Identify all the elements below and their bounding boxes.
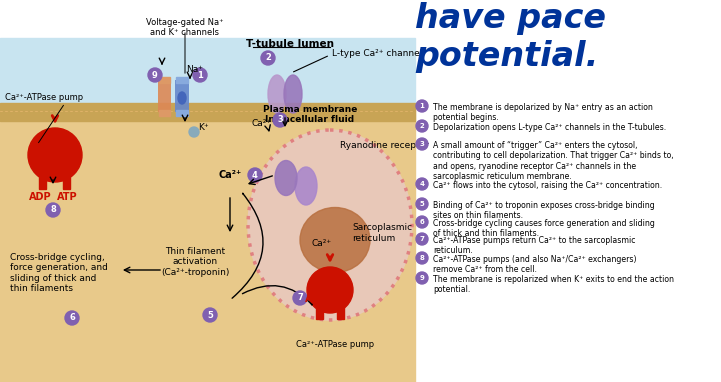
Circle shape [261, 51, 275, 65]
Bar [39, 175, 46, 189]
Circle shape [416, 178, 428, 190]
Text: T-tubule lumen: T-tubule lumen [246, 39, 334, 49]
Circle shape [293, 291, 307, 305]
Bar [159, 77, 170, 83]
Circle shape [46, 203, 60, 217]
Text: have pace
potential.: have pace potential. [415, 2, 606, 73]
Bar [0, 38, 415, 105]
Text: A small amount of “trigger” Ca²⁺ enters the cytosol,
contributing to cell depola: A small amount of “trigger” Ca²⁺ enters … [433, 141, 673, 181]
Text: 9: 9 [420, 275, 425, 281]
Bar [176, 77, 188, 83]
Bar [316, 307, 323, 319]
Text: Cross-bridge cycling causes force generation and sliding
of thick and thin filam: Cross-bridge cycling causes force genera… [433, 219, 655, 238]
Text: Binding of Ca²⁺ to troponin exposes cross-bridge binding
sites on thin filaments: Binding of Ca²⁺ to troponin exposes cros… [433, 201, 655, 220]
Text: K⁺: K⁺ [198, 123, 208, 133]
Text: The membrane is repolarized when K⁺ exits to end the action
potential.: The membrane is repolarized when K⁺ exit… [433, 275, 674, 295]
Text: 5: 5 [207, 311, 213, 319]
Text: 7: 7 [420, 236, 425, 242]
Ellipse shape [284, 75, 302, 113]
Text: Ca²⁺-ATPase pump: Ca²⁺-ATPase pump [296, 340, 374, 349]
Circle shape [416, 198, 428, 210]
Text: 4: 4 [420, 181, 425, 187]
Text: 4: 4 [252, 170, 258, 180]
Text: Ca²⁺ flows into the cytosol, raising the Ca²⁺ concentration.: Ca²⁺ flows into the cytosol, raising the… [433, 181, 663, 190]
Bar [176, 110, 188, 116]
Ellipse shape [275, 160, 297, 196]
Bar [159, 110, 170, 116]
Text: Ca²⁺: Ca²⁺ [252, 118, 272, 128]
Text: Intracellular fluid: Intracellular fluid [265, 115, 355, 123]
Text: L-type Ca²⁺ channel: L-type Ca²⁺ channel [332, 50, 423, 58]
Circle shape [416, 272, 428, 284]
Text: Plasma membrane: Plasma membrane [263, 105, 357, 113]
Circle shape [416, 252, 428, 264]
Text: ADP: ADP [29, 192, 51, 202]
Ellipse shape [268, 75, 286, 113]
Circle shape [28, 128, 82, 182]
Text: 3: 3 [277, 115, 283, 125]
Circle shape [416, 216, 428, 228]
Text: 6: 6 [69, 314, 75, 322]
Circle shape [148, 68, 162, 82]
Text: Ca²⁺: Ca²⁺ [312, 238, 332, 248]
Bar [0, 103, 415, 121]
Text: Ca²⁺-ATPase pumps (and also Na⁺/Ca²⁺ exchangers)
remove Ca²⁺ from the cell.: Ca²⁺-ATPase pumps (and also Na⁺/Ca²⁺ exc… [433, 255, 637, 274]
FancyArrowPatch shape [242, 286, 312, 305]
Text: 8: 8 [420, 255, 425, 261]
Text: Ca²⁺-ATPase pump: Ca²⁺-ATPase pump [5, 94, 83, 102]
Circle shape [248, 168, 262, 182]
Circle shape [189, 127, 199, 137]
Text: Ca²⁺: Ca²⁺ [218, 170, 242, 180]
Circle shape [273, 113, 287, 127]
Text: 9: 9 [152, 71, 158, 79]
Text: 1: 1 [420, 103, 425, 109]
Ellipse shape [300, 207, 370, 272]
Circle shape [203, 308, 217, 322]
Text: Na⁺: Na⁺ [187, 65, 203, 74]
Circle shape [65, 311, 79, 325]
Text: 6: 6 [420, 219, 425, 225]
Text: Sarcoplasmic
reticulum: Sarcoplasmic reticulum [352, 223, 412, 243]
Bar [337, 307, 344, 319]
Text: ADP: ADP [305, 294, 327, 304]
Circle shape [193, 68, 207, 82]
Text: 2: 2 [420, 123, 425, 129]
Text: Cross-bridge cycling,
force generation, and
sliding of thick and
thin filaments: Cross-bridge cycling, force generation, … [10, 253, 108, 293]
Ellipse shape [178, 92, 186, 104]
Circle shape [416, 138, 428, 150]
Circle shape [307, 267, 353, 313]
Text: Thin filament
activation
(Ca²⁺-troponin): Thin filament activation (Ca²⁺-troponin) [161, 247, 229, 277]
Text: Depolarization opens L-type Ca²⁺ channels in the T-tubules.: Depolarization opens L-type Ca²⁺ channel… [433, 123, 666, 132]
Text: 1: 1 [197, 71, 203, 79]
Bar [175, 80, 189, 112]
Text: 2: 2 [265, 53, 271, 63]
Text: Ca²⁺-ATPase pumps return Ca²⁺ to the sarcoplasmic
reticulum.: Ca²⁺-ATPase pumps return Ca²⁺ to the sar… [433, 236, 635, 256]
Bar [0, 105, 415, 382]
Text: 8: 8 [50, 206, 56, 215]
Text: 5: 5 [420, 201, 425, 207]
Text: The membrane is depolarized by Na⁺ entry as an action
potential begins.: The membrane is depolarized by Na⁺ entry… [433, 103, 653, 122]
Text: 7: 7 [297, 293, 303, 303]
Bar [158, 80, 171, 112]
Ellipse shape [248, 130, 412, 320]
Bar [63, 175, 70, 189]
FancyArrowPatch shape [232, 193, 263, 298]
Circle shape [416, 233, 428, 245]
Ellipse shape [295, 167, 317, 205]
Circle shape [416, 120, 428, 132]
Text: ATP: ATP [332, 294, 353, 304]
Text: 3: 3 [420, 141, 425, 147]
Text: Ryanodine receptor: Ryanodine receptor [340, 141, 429, 149]
Text: Voltage-gated Na⁺
and K⁺ channels: Voltage-gated Na⁺ and K⁺ channels [146, 18, 224, 37]
Circle shape [416, 100, 428, 112]
Text: ATP: ATP [57, 192, 77, 202]
